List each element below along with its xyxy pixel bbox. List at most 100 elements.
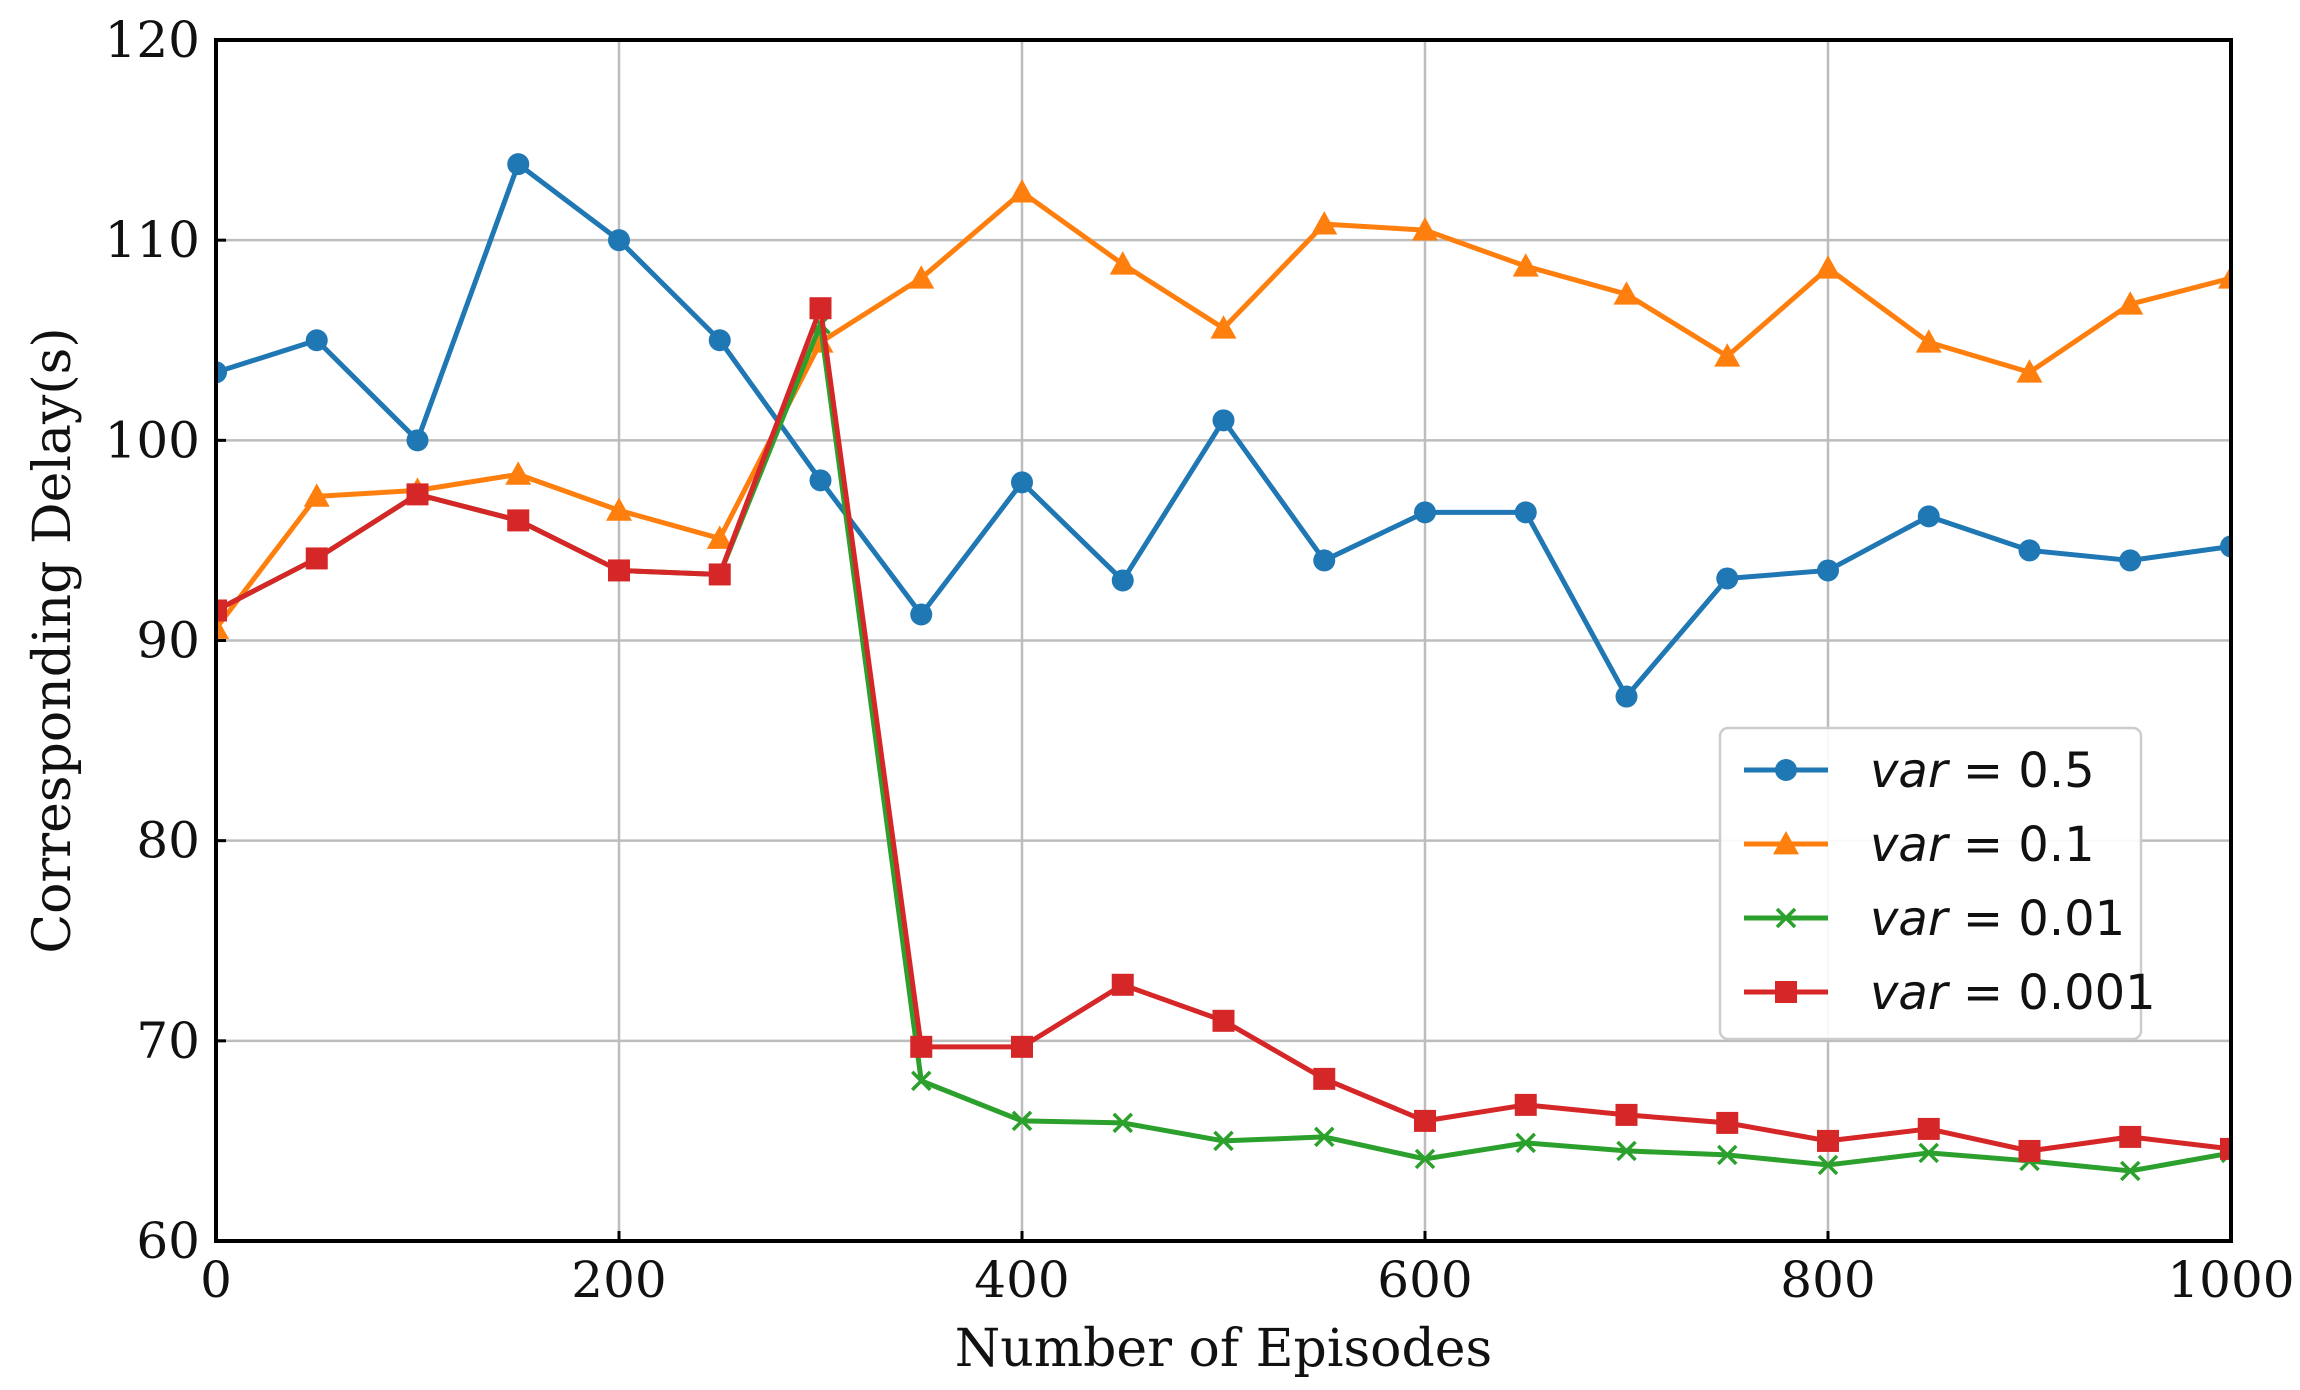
data-point: [1616, 1140, 1637, 1162]
legend-label: var = 0.1: [1870, 817, 2095, 873]
y-axis-title: Corresponding Delay(s): [23, 327, 83, 953]
data-point: [507, 153, 530, 176]
data-point: [216, 361, 227, 384]
x-tick-label: 400: [974, 1251, 1069, 1309]
data-point: [1613, 281, 1640, 305]
data-point: [1512, 253, 1539, 277]
legend-marker: [1775, 981, 1797, 1003]
y-tick-label: 70: [136, 1012, 200, 1070]
data-point: [216, 615, 229, 639]
data-point: [303, 483, 330, 507]
data-point: [1615, 685, 1638, 708]
legend: var = 0.5 var = 0.1 var = 0.01 var = 0.001: [1718, 726, 2156, 1041]
data-point: [1111, 973, 1134, 996]
series-layer: [216, 153, 2231, 1182]
data-point: [1817, 1154, 1839, 1176]
data-point: [1111, 569, 1134, 592]
data-point: [910, 603, 933, 626]
data-point: [2218, 265, 2231, 289]
x-tick-label: 200: [571, 1251, 666, 1309]
data-point: [1212, 1009, 1235, 1032]
x-axis-title: Number of Episodes: [955, 1319, 1492, 1379]
x-tick-label: 1000: [2167, 1251, 2294, 1309]
data-point: [1716, 1111, 1739, 1134]
data-point: [1109, 251, 1136, 275]
series-0: [216, 153, 2231, 708]
grid-layer: [214, 38, 2233, 1243]
data-point: [809, 469, 832, 492]
data-point: [406, 483, 429, 506]
legend-marker: [1775, 907, 1797, 929]
legend-marker: [1775, 759, 1797, 781]
data-point: [1311, 211, 1338, 235]
data-point: [1212, 409, 1235, 432]
data-point: [1414, 1148, 1436, 1170]
data-point: [507, 509, 530, 532]
data-point: [1714, 343, 1741, 367]
series-3: [216, 297, 2231, 1162]
data-point: [305, 329, 328, 352]
tick-layer: 0 200 400 600 800 1000 60 70 80 90 100 110 120: [105, 11, 2295, 1309]
data-point: [1314, 1126, 1335, 1148]
legend-box: [1718, 726, 2143, 1041]
data-point: [1917, 1117, 1940, 1140]
data-point: [606, 497, 632, 521]
data-point: [216, 599, 227, 622]
data-point: [1915, 329, 1942, 353]
data-point: [908, 265, 935, 289]
x-tick-label: 0: [200, 1251, 232, 1309]
data-point: [1009, 179, 1035, 203]
data-point: [1313, 1067, 1336, 1090]
data-point: [1615, 1103, 1638, 1126]
data-point: [1917, 505, 1940, 528]
data-point: [911, 1070, 932, 1092]
data-point: [406, 429, 429, 452]
data-point: [1213, 1130, 1234, 1152]
data-point: [2117, 291, 2144, 315]
legend-label: var = 0.01: [1870, 891, 2125, 947]
data-point: [809, 297, 832, 320]
y-tick-label: 100: [105, 411, 200, 469]
legend-item: var = 0.001: [1744, 965, 2156, 1021]
data-point: [1112, 1112, 1133, 1134]
data-point: [1313, 549, 1336, 572]
data-point: [1817, 1129, 1839, 1152]
data-point: [1817, 559, 1839, 582]
series-1: [216, 179, 2231, 639]
data-point: [2120, 1160, 2141, 1182]
data-point: [2220, 535, 2231, 558]
data-point: [2016, 359, 2043, 383]
data-point: [1514, 1093, 1537, 1116]
legend-item: var = 0.1: [1744, 817, 2095, 873]
legend-item: var = 0.01: [1744, 891, 2125, 947]
legend-marker: [1773, 831, 1799, 855]
x-tick-label: 600: [1377, 1251, 1472, 1309]
data-point: [910, 1035, 933, 1058]
data-point: [1011, 1110, 1033, 1132]
data-point: [2018, 539, 2041, 562]
data-point: [2119, 1125, 2142, 1148]
data-point: [1414, 1109, 1436, 1132]
y-tick-label: 110: [105, 211, 200, 269]
legend-label: var = 0.001: [1870, 965, 2156, 1021]
data-point: [608, 229, 630, 252]
data-point: [1717, 1144, 1738, 1166]
data-point: [1514, 501, 1537, 524]
data-point: [2119, 549, 2142, 572]
data-point: [1515, 1132, 1536, 1154]
y-tick-label: 90: [136, 612, 200, 670]
legend-label: var = 0.5: [1870, 743, 2095, 799]
data-point: [1011, 1035, 1033, 1058]
data-point: [2220, 1137, 2231, 1160]
data-point: [305, 547, 328, 570]
data-point: [1210, 315, 1237, 339]
x-tick-label: 800: [1780, 1251, 1875, 1309]
data-point: [708, 329, 731, 352]
data-point: [1412, 217, 1438, 241]
data-point: [708, 563, 731, 586]
data-point: [1716, 567, 1739, 590]
data-point: [2018, 1139, 2041, 1162]
data-point: [706, 525, 733, 549]
